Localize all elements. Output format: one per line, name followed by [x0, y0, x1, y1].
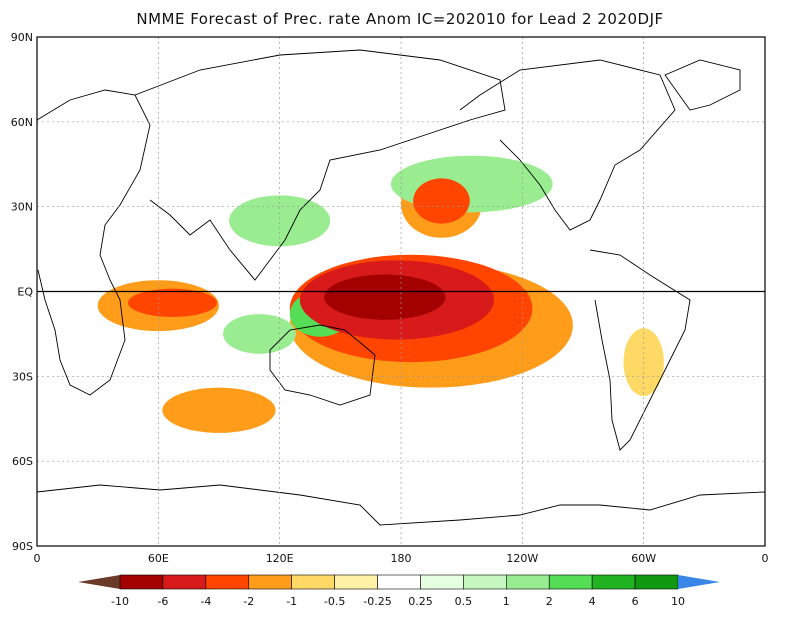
- colorbar: [78, 574, 720, 590]
- map-frame: [36, 36, 766, 547]
- colorbar-label: 6: [632, 595, 639, 608]
- colorbar-swatch: [291, 574, 335, 590]
- greenland-coast: [664, 59, 741, 111]
- antarctica-coast: [36, 484, 766, 526]
- colorbar-label: -0.5: [324, 595, 345, 608]
- colorbar-low-arrow: [78, 575, 120, 589]
- y-tick-label: 30N: [11, 201, 33, 214]
- x-tick-label: 0: [34, 552, 41, 565]
- x-tick-labels: 0 60E 120E 180 120W 60W 0: [34, 552, 769, 565]
- colorbar-labels: -10 -6 -4 -2 -1 -0.5 -0.25 0.25 0.5 1 2 4 6 10: [111, 595, 685, 608]
- anomaly-region-7: [223, 314, 296, 354]
- colorbar-label: -10: [111, 595, 129, 608]
- colorbar-swatch: [420, 574, 464, 590]
- x-tick-label: 180: [391, 552, 412, 565]
- y-tick-label: 90N: [11, 31, 33, 44]
- anomaly-region-5: [229, 195, 331, 247]
- colorbar-label: 2: [546, 595, 553, 608]
- colorbar-label: 0.25: [408, 595, 433, 608]
- graticule: [37, 37, 765, 546]
- colorbar-label: -6: [157, 595, 168, 608]
- colorbar-swatch: [205, 574, 250, 590]
- asia-coast: [134, 49, 506, 281]
- north-america-coast: [459, 59, 676, 231]
- x-tick-label: 120W: [506, 552, 538, 565]
- anomaly-region-10: [128, 288, 217, 317]
- colorbar-label: 10: [671, 595, 685, 608]
- anomaly-region-9: [413, 178, 470, 224]
- y-tick-label: EQ: [17, 286, 33, 299]
- colorbar-label: -4: [200, 595, 211, 608]
- south-america-coast: [589, 249, 691, 451]
- colorbar-swatch: [248, 574, 292, 590]
- colorbar-label: 0.5: [455, 595, 473, 608]
- anomaly-region-4: [162, 387, 276, 433]
- colorbar-label: -0.25: [363, 595, 391, 608]
- colorbar-label: -2: [243, 595, 254, 608]
- y-tick-label: 60S: [12, 455, 33, 468]
- colorbar-label: 4: [589, 595, 596, 608]
- anomaly-layer: [97, 155, 664, 433]
- colorbar-swatch: [334, 574, 378, 590]
- y-tick-label: 90S: [12, 540, 33, 553]
- anomaly-region-13: [324, 274, 446, 320]
- colorbar-high-arrow: [678, 575, 720, 589]
- colorbar-label: -1: [286, 595, 297, 608]
- continents: [36, 49, 766, 526]
- colorbar-swatch: [548, 574, 593, 590]
- colorbar-swatch: [119, 574, 164, 590]
- colorbar-swatch: [162, 574, 207, 590]
- colorbar-swatch: [377, 574, 421, 590]
- colorbar-swatch: [463, 574, 507, 590]
- y-tick-labels: 90N 60N 30N EQ 30S 60S 90S: [11, 31, 34, 553]
- x-tick-label: 60W: [631, 552, 656, 565]
- colorbar-swatch: [591, 574, 636, 590]
- y-tick-label: 60N: [11, 116, 33, 129]
- europe-africa-coast: [36, 89, 151, 396]
- x-tick-label: 120E: [266, 552, 294, 565]
- map-title: NMME Forecast of Prec. rate Anom IC=2020…: [136, 10, 664, 28]
- y-tick-label: 30S: [12, 370, 33, 383]
- colorbar-swatch: [506, 574, 550, 590]
- colorbar-swatch: [634, 574, 679, 590]
- x-tick-label: 0: [762, 552, 769, 565]
- colorbar-label: 1: [503, 595, 510, 608]
- x-tick-label: 60E: [148, 552, 169, 565]
